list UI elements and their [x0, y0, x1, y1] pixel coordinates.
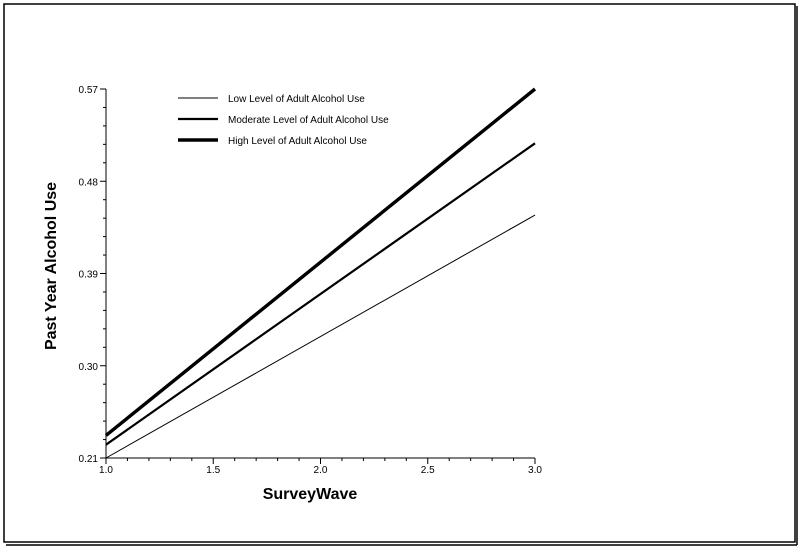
series-line-2 — [105, 142, 536, 446]
legend: Low Level of Adult Alcohol Use Moderate L… — [178, 94, 389, 147]
y-tick-label: 0.39 — [79, 270, 99, 281]
y-tick-label: 0.48 — [79, 177, 99, 188]
y-tick-label: 0.57 — [79, 85, 99, 96]
x-axis-label: SurveyWave — [263, 486, 358, 503]
series-lines — [104, 87, 537, 459]
y-axis-ticks: 0.21 0.30 0.39 0.48 0.57 — [79, 85, 106, 465]
x-tick-label: 3.0 — [528, 465, 542, 476]
legend-label-2: Moderate Level of Adult Alcohol Use — [228, 115, 389, 126]
plot-area: 1.0 1.5 2.0 2.5 3.0 0.21 0.30 0.39 0.48 0.57 Low… — [79, 85, 543, 476]
legend-label-1: Low Level of Adult Alcohol Use — [228, 94, 365, 105]
series-line-1 — [105, 214, 536, 459]
outer-border — [3, 3, 796, 543]
y-tick-label: 0.30 — [79, 362, 99, 373]
x-tick-label: 1.0 — [99, 465, 113, 476]
legend-label-3: High Level of Adult Alcohol Use — [228, 136, 367, 147]
series-line-3 — [104, 87, 537, 437]
y-axis-label: Past Year Alcohol Use — [43, 182, 60, 350]
y-tick-label: 0.21 — [79, 454, 99, 465]
x-tick-label: 2.5 — [421, 465, 435, 476]
x-tick-label: 2.0 — [314, 465, 328, 476]
x-tick-label: 1.5 — [206, 465, 220, 476]
x-axis-ticks: 1.0 1.5 2.0 2.5 3.0 — [99, 458, 542, 476]
